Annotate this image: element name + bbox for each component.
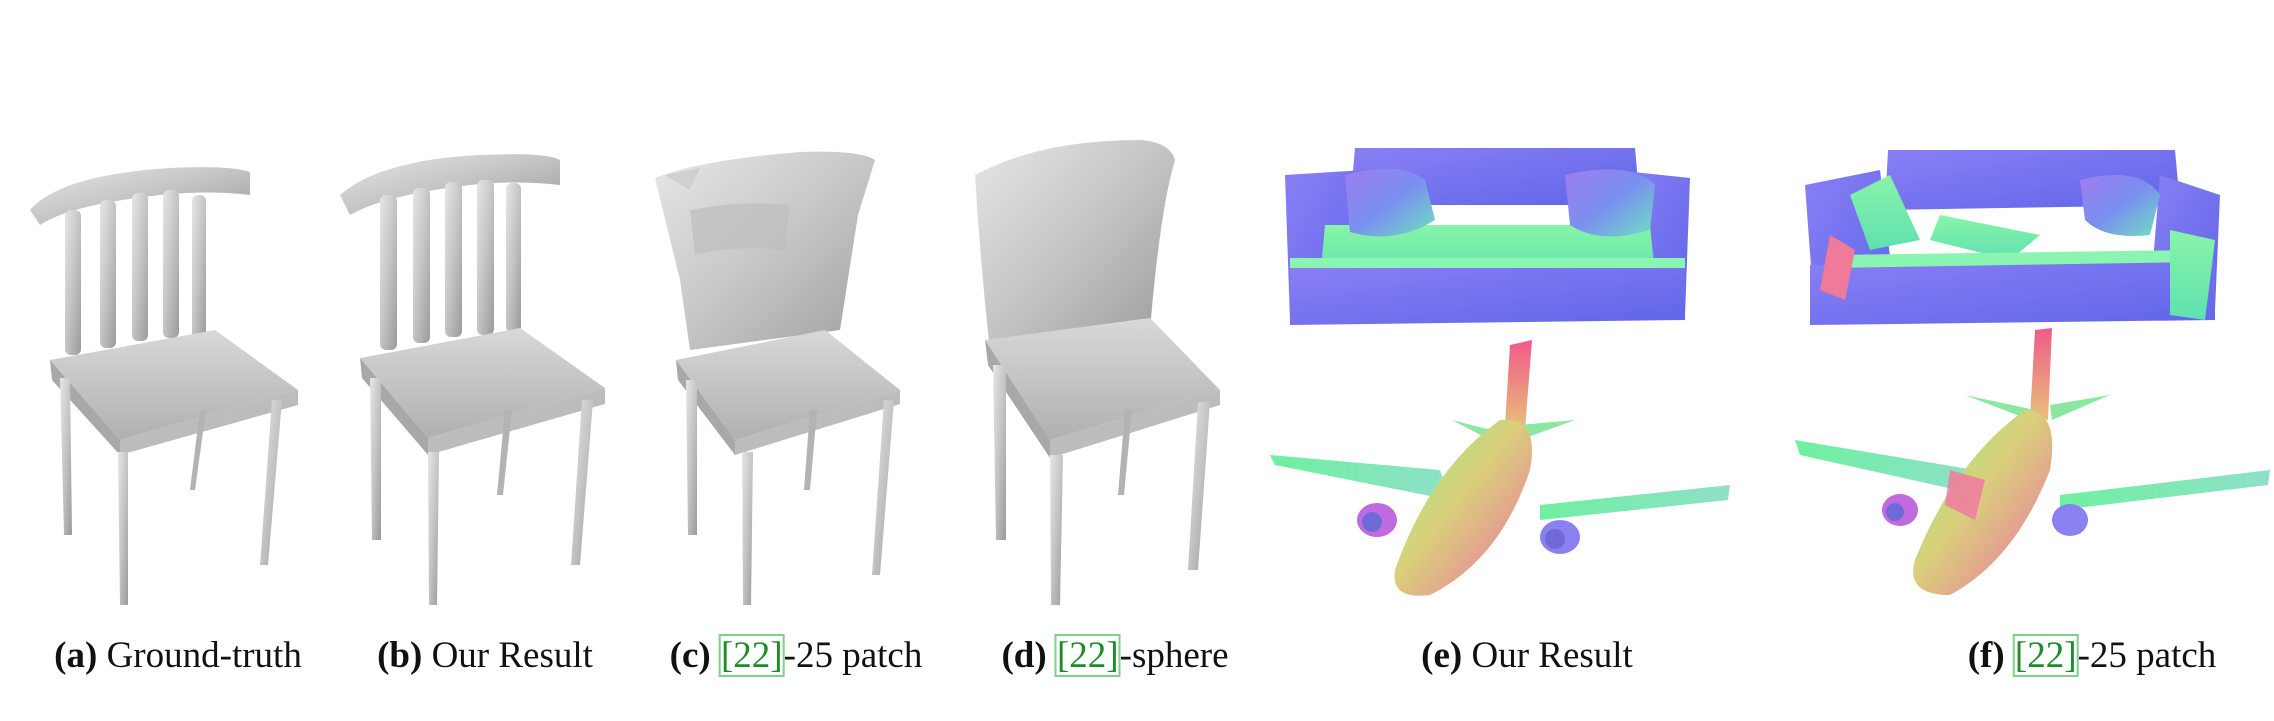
caption-c-suffix: -25 patch	[783, 635, 923, 676]
caption-f-suffix: -25 patch	[2077, 635, 2217, 676]
airplane-25-patch	[1795, 328, 2270, 595]
caption-c-citation-link[interactable]: [22]	[718, 634, 785, 677]
caption-b-text: Our Result	[431, 635, 593, 676]
caption-d-suffix: -sphere	[1119, 635, 1229, 676]
caption-e-text: Our Result	[1471, 635, 1633, 676]
caption-c-label: (c)	[669, 635, 711, 676]
chair-ground-truth	[30, 167, 298, 605]
caption-d-citation-link[interactable]: [22]	[1054, 634, 1121, 677]
caption-a-label: (a)	[54, 635, 98, 676]
chair-25-patch	[655, 151, 900, 605]
caption-a-text: Ground-truth	[106, 635, 302, 676]
sofa-our-result	[1285, 148, 1690, 325]
caption-e-label: (e)	[1421, 635, 1463, 676]
caption-b-label: (b)	[377, 635, 423, 676]
sofa-25-patch	[1805, 150, 2220, 325]
caption-d: (d) [22]-sphere	[1001, 632, 1229, 680]
chair-sphere	[975, 140, 1220, 605]
chair-our-result	[340, 154, 605, 605]
caption-c: (c) [22]-25 patch	[669, 632, 923, 680]
caption-e: (e) Our Result	[1421, 632, 1633, 680]
caption-f: (f) [22]-25 patch	[1967, 632, 2217, 680]
caption-b: (b) Our Result	[377, 632, 593, 680]
caption-d-label: (d)	[1001, 635, 1047, 676]
caption-f-citation-link[interactable]: [22]	[2012, 634, 2079, 677]
airplane-our-result	[1270, 340, 1730, 596]
caption-a: (a) Ground-truth	[54, 632, 302, 680]
caption-f-label: (f)	[1967, 635, 2005, 676]
